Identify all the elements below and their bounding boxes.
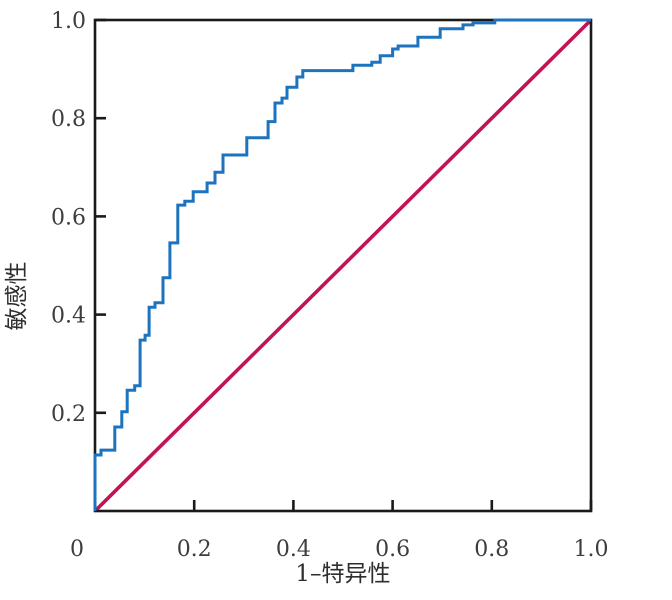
y-tick-label: 0.4 xyxy=(51,304,86,329)
y-tick-label: 1.0 xyxy=(51,9,86,34)
roc-curve-line xyxy=(93,18,591,511)
axis-tick-labels: 0 0.2 0.4 0.6 0.8 1.0 0.2 0.4 0.6 0.8 1.0 xyxy=(51,9,609,562)
plot-frame xyxy=(93,18,593,513)
x-tick-label: 0.4 xyxy=(276,537,311,562)
x-tick-label: 1.0 xyxy=(574,537,609,562)
x-tick-label: 0.2 xyxy=(177,537,212,562)
x-tick-label: 0 xyxy=(70,537,84,562)
y-tick-label: 0.8 xyxy=(51,107,86,132)
x-axis-label: 1–特异性 xyxy=(295,561,390,587)
reference-diagonal-line xyxy=(93,18,593,513)
y-tick-label: 0.2 xyxy=(51,402,86,427)
y-axis-label: 敏感性 xyxy=(4,262,30,331)
x-tick-label: 0.8 xyxy=(474,537,509,562)
x-tick-label: 0.6 xyxy=(375,537,410,562)
y-tick-label: 0.6 xyxy=(51,205,86,230)
